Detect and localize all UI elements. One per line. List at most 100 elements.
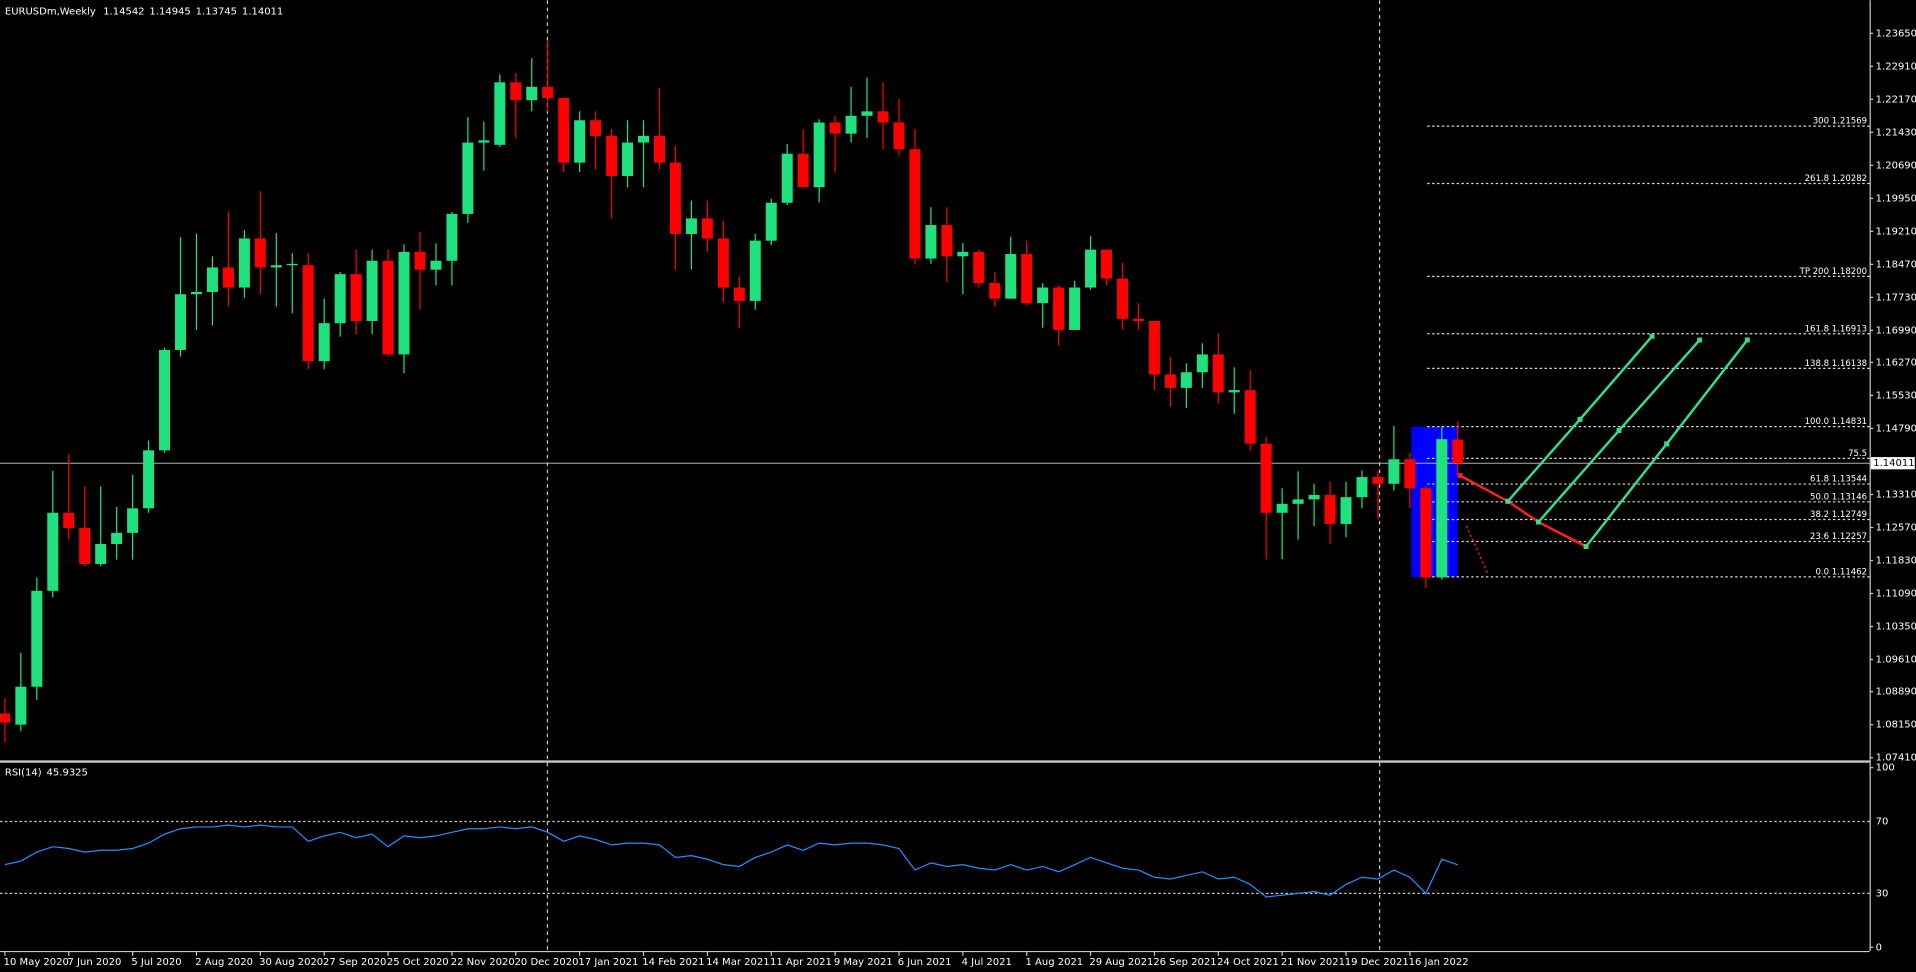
candle-body (813, 122, 825, 188)
candle-body (717, 238, 729, 288)
projection-line (1506, 418, 1581, 503)
current-price-label: 1.14011 (1873, 458, 1914, 469)
candle-body (1021, 254, 1033, 304)
projection-line-handle (1583, 544, 1589, 549)
candle-body (1037, 287, 1049, 304)
x-tick-label: 25 Oct 2020 (387, 957, 449, 968)
candle-body (669, 162, 681, 235)
projection-line-handle (1649, 333, 1655, 339)
candle-body (877, 111, 889, 123)
y-tick-label: 1.22170 (1876, 94, 1916, 105)
projection-line-handle (1616, 427, 1622, 433)
projection-line-handle (1664, 441, 1670, 447)
chart-title: EURUSDm,Weekly 1.14542 1.14945 1.13745 1.140… (5, 6, 283, 17)
y-tick-label: 1.13310 (1876, 489, 1916, 500)
drawing-layer (1411, 125, 1870, 578)
candle-body (1404, 459, 1416, 489)
candle-body (1324, 494, 1336, 524)
candle-body (270, 265, 282, 268)
candle-body (797, 153, 809, 188)
candle-body (1420, 488, 1432, 578)
candle-body (1388, 459, 1400, 484)
candle-body (47, 512, 59, 591)
y-tick-label: 1.19210 (1876, 226, 1916, 237)
projection-line (1537, 429, 1620, 523)
candle-body (1164, 374, 1176, 388)
trend-line-handle (1457, 473, 1463, 479)
candle-body (1228, 390, 1240, 393)
candle-body (558, 97, 570, 163)
candle-body (1116, 278, 1128, 319)
y-tick-label: 1.15530 (1876, 390, 1916, 401)
candle-body (653, 135, 665, 163)
y-tick-label: 1.22910 (1876, 61, 1916, 72)
x-tick-label: 14 Mar 2021 (706, 957, 769, 968)
candle-body (175, 294, 187, 350)
fib-label: 300 1.21569 (1813, 117, 1867, 127)
candle-body (542, 86, 554, 98)
candle-body (1340, 497, 1352, 524)
rsi-tick-label: 30 (1876, 888, 1889, 899)
candle-body (31, 590, 43, 687)
candle-body (286, 263, 298, 266)
candle-body (1308, 494, 1320, 500)
candle-body (1452, 439, 1464, 464)
y-tick-label: 1.11830 (1876, 556, 1916, 567)
y-tick-label: 1.14790 (1876, 423, 1916, 434)
y-tick-label: 1.09610 (1876, 655, 1916, 666)
rsi-tick-label: 0 (1876, 942, 1882, 953)
candle-body (1180, 372, 1192, 388)
candle-body (957, 251, 969, 257)
y-tick-label: 1.08890 (1876, 687, 1916, 698)
fib-label: 61.8 1.13544 (1810, 475, 1867, 485)
trend-line (1459, 474, 1509, 503)
candle-body (989, 283, 1001, 299)
fib-label: 261.8 1.20282 (1805, 174, 1868, 184)
x-tick-label: 2 Aug 2020 (195, 957, 253, 968)
y-tick-label: 1.11090 (1876, 589, 1916, 600)
x-tick-label: 22 Nov 2020 (451, 957, 515, 968)
x-tick-label: 26 Sep 2021 (1153, 957, 1216, 968)
fib-label: TP 200 1.18200 (1799, 267, 1867, 277)
candle-body (430, 260, 442, 270)
candle-body (350, 274, 362, 321)
candle-body (206, 267, 218, 292)
candle-body (1372, 477, 1384, 484)
x-tick-label: 1 Aug 2021 (1025, 957, 1083, 968)
candle-body (1260, 443, 1272, 513)
projection-line (1665, 339, 1749, 445)
fib-label: 100.0 1.14831 (1805, 417, 1868, 427)
candle-body (909, 149, 921, 259)
candle-body (845, 115, 857, 134)
y-tick-label: 1.12570 (1876, 522, 1916, 533)
candle-body (1276, 503, 1288, 513)
candle-body (973, 251, 985, 284)
candle-body (1053, 287, 1065, 330)
x-tick-label: 5 Jul 2020 (131, 957, 181, 968)
x-tick-label: 17 Jan 2021 (578, 957, 638, 968)
candle-body (414, 251, 426, 270)
candle-body (622, 142, 634, 177)
x-tick-label: 16 Jan 2022 (1409, 957, 1469, 968)
candle-body (1212, 354, 1224, 393)
ohlc-open: 1.14542 (103, 6, 144, 17)
candle-body (1196, 354, 1208, 373)
candle-body (1005, 254, 1017, 299)
y-tick-label: 1.18470 (1876, 259, 1916, 270)
projection-line-handle (1577, 416, 1583, 422)
candle-body (941, 225, 953, 257)
candle-body (1085, 249, 1097, 288)
y-tick-label: 1.08150 (1876, 720, 1916, 731)
x-tick-label: 7 Jun 2020 (68, 957, 122, 968)
projection-line-handle (1505, 498, 1511, 504)
y-tick-label: 1.19950 (1876, 193, 1916, 204)
y-tick-label: 1.21430 (1876, 127, 1916, 138)
candle-body (733, 287, 745, 301)
x-tick-label: 29 Aug 2021 (1089, 957, 1153, 968)
ohlc-high: 1.14945 (149, 6, 190, 17)
projection-line-handle (1744, 337, 1750, 343)
rsi-tick-label: 70 (1876, 817, 1889, 828)
y-tick-label: 1.10350 (1876, 622, 1916, 633)
projection-line (1585, 443, 1668, 548)
candle-body (1244, 390, 1256, 444)
